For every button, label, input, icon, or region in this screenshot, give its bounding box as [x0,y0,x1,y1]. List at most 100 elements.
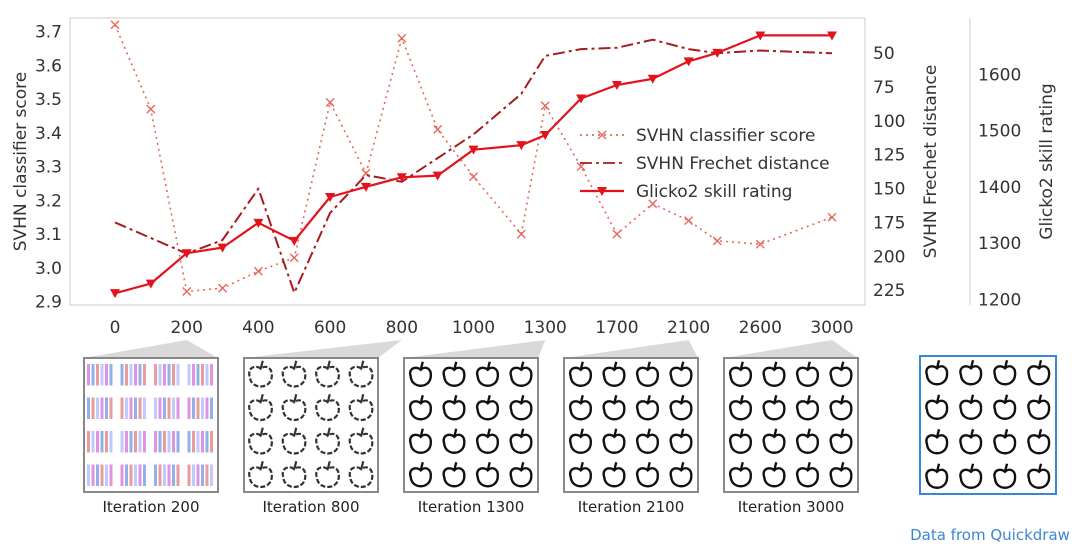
noise-pattern [163,364,166,386]
apple-stem [739,461,744,471]
apple-stem [486,394,491,404]
apple-sketch [408,433,432,454]
thumbnail-frame [243,357,379,493]
right-y-tick-label: 150 [873,180,905,200]
apple-stem [419,428,424,438]
apple-stem [453,428,458,438]
data-point-marker [325,192,336,202]
noise-pattern [176,464,180,486]
data-point-marker [612,229,622,239]
apple-stem [613,428,618,438]
apple-sketch [568,467,592,488]
apple-sketch [728,433,752,454]
apple-sketch [635,400,659,421]
apple-stem [935,359,941,369]
noise-pattern [91,397,95,419]
noise-pattern [210,397,213,419]
apple-stem [646,428,651,438]
data-point-marker [289,253,299,263]
noise-pattern [163,431,166,453]
noise-pattern [91,364,95,386]
apple-sketch [602,433,626,454]
apple-stem [680,461,685,471]
data-point-marker [647,74,658,84]
left-y-axis-label: SVHN classifier score [11,72,31,252]
noise-pattern [125,464,128,486]
noise-pattern [134,431,137,453]
data-point-marker [827,212,837,222]
noise-pattern [167,397,171,419]
apple-sketch [408,467,432,488]
apple-sketch [408,366,432,387]
apple-sketch [925,365,949,386]
apple-stem [840,461,845,471]
thumbnail-panel [83,340,219,493]
noise-pattern [192,364,195,386]
apple-stem [579,394,584,404]
noise-pattern [138,431,142,453]
series-line [114,34,832,295]
apple-sketch [959,468,983,489]
apple-sketch [315,365,340,388]
frechet-axis-label: SVHN Frechet distance [921,65,941,259]
noise-pattern [109,364,113,386]
apple-sketch [248,432,273,455]
x-tick-label: 0 [110,318,121,338]
thumbnail-panel [243,340,402,493]
right-y-tick-label: 200 [873,247,905,267]
apple-sketch [568,366,592,387]
apple-sketch [993,399,1017,420]
apple-sketch [669,366,693,387]
data-point-marker [516,141,527,151]
apple-stem [773,428,778,438]
noise-pattern [120,431,124,453]
noise-pattern [196,397,200,419]
noise-pattern [125,431,128,453]
noise-pattern [120,364,124,386]
right-y-tick-label: 50 [873,44,895,64]
apple-sketch [568,433,592,454]
apple-stem [326,360,331,370]
noise-pattern [109,464,113,486]
apple-sketch [728,400,752,421]
data-point-marker [684,216,694,226]
data-point-marker [611,80,622,90]
noise-pattern [210,431,213,453]
noise-pattern [134,397,137,419]
noise-pattern [100,431,104,453]
apple-sketch [248,365,273,388]
thumbnail-connector [724,340,858,358]
apple-sketch [795,400,819,421]
legend-entry: SVHN classifier score [636,126,816,146]
noise-pattern [167,431,171,453]
data-point-marker [433,124,443,134]
apple-sketch [248,466,273,489]
noise-pattern [120,464,124,486]
data-point-marker [597,187,607,196]
noise-pattern [100,397,104,419]
data-point-marker [712,236,722,246]
apple-sketch [635,467,659,488]
noise-pattern [143,364,146,386]
apple-stem [579,461,584,471]
apple-sketch [993,365,1017,386]
apple-sketch [1027,468,1051,489]
thumbnail-connector [244,340,402,358]
apple-stem [453,361,458,371]
thumbnail-frame [403,357,539,493]
apple-sketch [795,366,819,387]
noise-pattern [100,364,104,386]
legend-entry: SVHN Frechet distance [636,154,830,174]
apple-sketch [925,468,949,489]
left-y-tick-label: 3.0 [35,259,62,279]
apple-sketch [829,433,853,454]
apple-stem [739,428,744,438]
apple-sketch [602,366,626,387]
right-y-tick-label: 175 [873,213,905,233]
apple-sketch [635,433,659,454]
apple-sketch [925,434,949,455]
noise-pattern [134,464,137,486]
apple-stem [293,460,298,470]
apple-sketch [442,467,466,488]
apple-sketch [993,434,1017,455]
